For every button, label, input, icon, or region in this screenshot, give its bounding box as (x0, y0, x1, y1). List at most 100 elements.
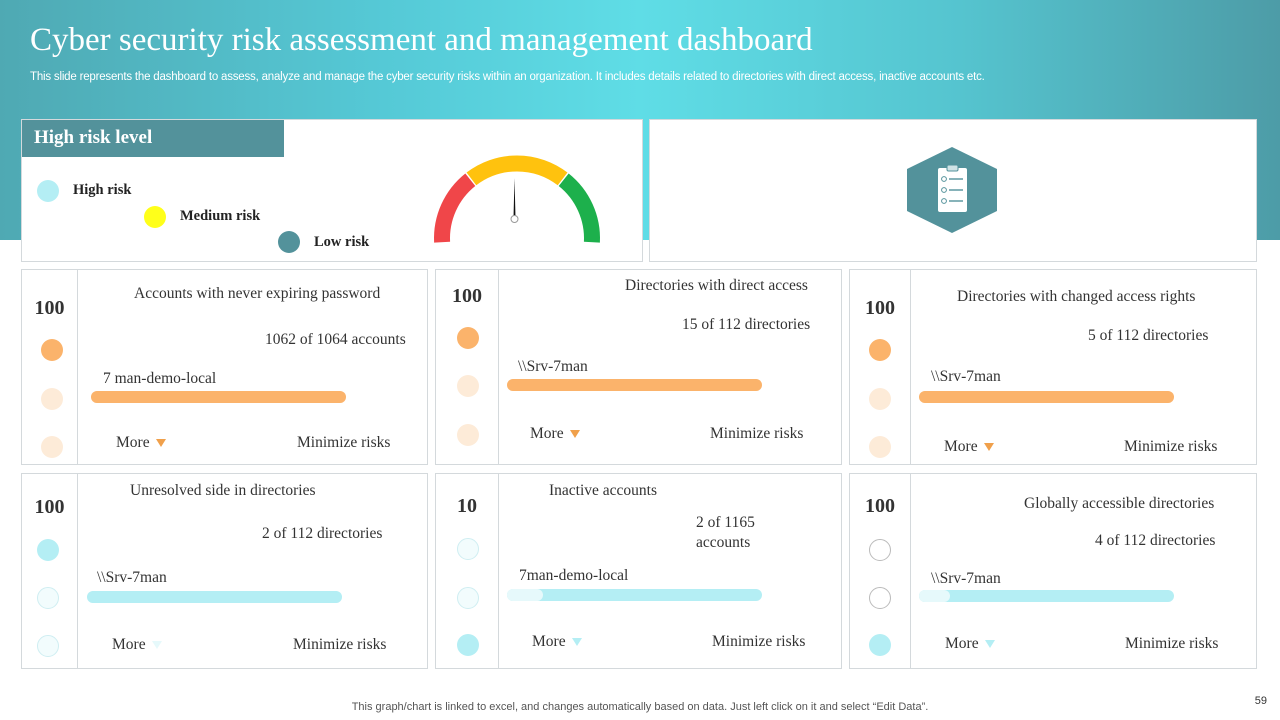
progress-bar (91, 391, 346, 403)
risk-gauge (434, 155, 600, 243)
progress-bar (507, 589, 762, 601)
card-count: 4 of 112 directories (1095, 532, 1216, 549)
card-server: \\Srv-7man (931, 368, 1001, 385)
card-globally-accessible: 100 Globally accessible directories 4 of… (849, 473, 1257, 669)
card-title: Globally accessible directories (1024, 495, 1215, 512)
card-score: 100 (452, 285, 482, 307)
minimize-risks-button[interactable]: Minimize risks (710, 425, 804, 442)
high-risk-label: High risk (73, 182, 132, 198)
more-button[interactable]: More (532, 633, 582, 651)
indicator-dot (869, 539, 891, 561)
progress-bar-fill (507, 379, 762, 391)
progress-bar-fill (87, 591, 342, 603)
card-score: 10 (457, 495, 477, 517)
card-title: Inactive accounts (549, 482, 658, 499)
card-score: 100 (865, 495, 895, 517)
indicator-dot-active (37, 539, 59, 561)
minimize-risks-button[interactable]: Minimize risks (293, 636, 387, 653)
card-score: 100 (865, 297, 895, 319)
card-count: 1062 of 1064 accounts (265, 331, 406, 348)
more-label: More (112, 636, 146, 653)
page-number: 59 (1254, 695, 1267, 707)
card-title: Unresolved side in directories (130, 482, 316, 499)
card-server: \\Srv-7man (518, 358, 588, 375)
indicator-dot-active (457, 327, 479, 349)
more-label: More (532, 633, 566, 650)
card-divider (77, 270, 78, 464)
icon-panel (649, 119, 1257, 262)
progress-bar (919, 590, 1174, 602)
progress-bar-fill (919, 590, 950, 602)
gauge-needle (513, 178, 516, 218)
card-divider (910, 474, 911, 668)
card-divider (77, 474, 78, 668)
card-count: 2 of 112 directories (262, 525, 383, 542)
card-server: \\Srv-7man (931, 570, 1001, 587)
card-divider (910, 270, 911, 464)
indicator-dot (41, 388, 63, 410)
card-server: 7man-demo-local (519, 567, 629, 584)
more-button[interactable]: More (530, 425, 580, 443)
card-score: 100 (34, 496, 65, 518)
high-risk-dot (37, 180, 59, 202)
chevron-down-icon (569, 430, 580, 439)
card-divider (498, 474, 499, 668)
low-risk-dot (278, 231, 300, 253)
indicator-dot-active (41, 339, 63, 361)
card-title: Directories with changed access rights (957, 288, 1196, 305)
card-server: \\Srv-7man (97, 569, 167, 586)
card-divider (498, 270, 499, 464)
indicator-dot (457, 587, 479, 609)
indicator-dot-active (869, 634, 891, 656)
indicator-dot (37, 587, 59, 609)
more-button[interactable]: More (112, 636, 162, 654)
minimize-risks-button[interactable]: Minimize risks (1124, 438, 1218, 455)
chevron-down-icon (983, 443, 994, 452)
chevron-down-icon (151, 641, 162, 650)
card-title: Directories with direct access (625, 277, 808, 294)
card-count: 15 of 112 directories (682, 316, 811, 333)
progress-bar-fill (507, 589, 543, 601)
gauge-segment-high (434, 173, 476, 243)
chevron-down-icon (984, 640, 995, 649)
minimize-risks-button[interactable]: Minimize risks (712, 633, 806, 650)
minimize-risks-button[interactable]: Minimize risks (297, 434, 391, 451)
medium-risk-dot (144, 206, 166, 228)
more-button[interactable]: More (116, 434, 166, 452)
gauge-segment-low (558, 173, 600, 243)
progress-bar-fill (91, 391, 346, 403)
indicator-dot (869, 587, 891, 609)
progress-bar (507, 379, 762, 391)
more-label: More (530, 425, 564, 442)
progress-bar-fill (919, 391, 1174, 403)
minimize-risks-button[interactable]: Minimize risks (1125, 635, 1219, 652)
indicator-dot-active (869, 339, 891, 361)
progress-bar (919, 391, 1174, 403)
indicator-dot-active (457, 634, 479, 656)
indicator-dot (869, 388, 891, 410)
more-button[interactable]: More (945, 635, 995, 653)
indicator-dot (869, 436, 891, 458)
more-label: More (116, 434, 150, 451)
card-inactive-accounts: 10 Inactive accounts 2 of 1165 accounts … (435, 473, 842, 669)
card-direct-access: 100 Directories with direct access 15 of… (435, 269, 842, 465)
more-button[interactable]: More (944, 438, 994, 456)
card-score: 100 (34, 297, 65, 319)
indicator-dot (457, 538, 479, 560)
card-count: 2 of 1165 accounts (696, 514, 755, 551)
card-unresolved-sid: 100 Unresolved side in directories 2 of … (21, 473, 428, 669)
card-never-expiring-password: 100 Accounts with never expiring passwor… (21, 269, 428, 465)
indicator-dot (457, 375, 479, 397)
gauge-segment-medium (466, 155, 568, 186)
page-title: Cyber security risk assessment and manag… (30, 22, 813, 58)
indicator-dot (41, 436, 63, 458)
chevron-down-icon (155, 439, 166, 448)
card-count: 5 of 112 directories (1088, 327, 1209, 344)
gauge-needle-pivot (510, 215, 519, 223)
card-changed-access-rights: 100 Directories with changed access righ… (849, 269, 1257, 465)
medium-risk-label: Medium risk (180, 208, 261, 224)
more-label: More (945, 635, 979, 652)
card-title: Accounts with never expiring password (134, 285, 381, 302)
indicator-dot (37, 635, 59, 657)
chevron-down-icon (571, 638, 582, 647)
